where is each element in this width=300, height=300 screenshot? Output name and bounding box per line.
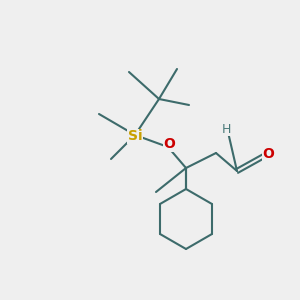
- Text: O: O: [262, 148, 274, 161]
- Text: H: H: [222, 122, 231, 136]
- Text: O: O: [164, 137, 175, 151]
- Text: Si: Si: [128, 130, 142, 143]
